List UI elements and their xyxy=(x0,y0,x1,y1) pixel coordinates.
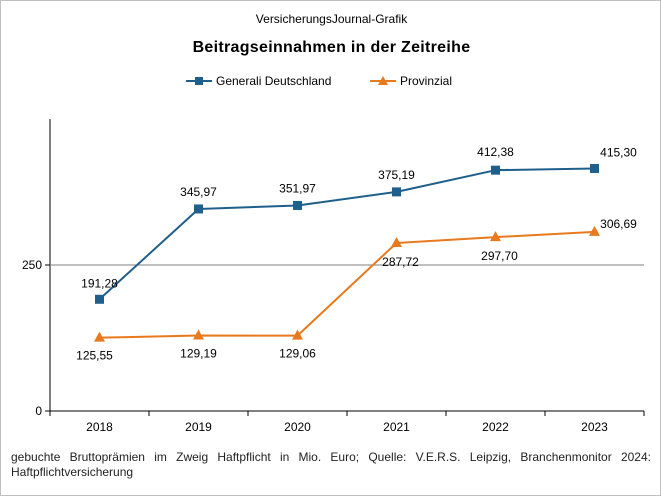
y-tick-label: 0 xyxy=(35,404,42,418)
data-label: 287,72 xyxy=(382,255,419,269)
legend-label: Generali Deutschland xyxy=(216,74,331,88)
data-point-generali xyxy=(392,187,401,197)
data-point-generali xyxy=(194,204,203,214)
data-label: 306,69 xyxy=(600,217,637,231)
chart-title: Beitragseinnahmen in der Zeitreihe xyxy=(192,39,471,56)
data-point-provinzial xyxy=(94,331,105,342)
x-tick-label: 2018 xyxy=(86,420,113,434)
series-line-generali xyxy=(98,167,595,301)
x-tick-label: 2019 xyxy=(185,420,212,434)
chart-source-line: VersicherungsJournal-Grafik xyxy=(255,12,408,26)
data-label: 191,28 xyxy=(81,276,118,290)
data-label: 375,19 xyxy=(378,168,415,182)
series-line-provinzial xyxy=(99,230,595,339)
legend-label: Provinzial xyxy=(400,74,452,88)
y-tick-label: 250 xyxy=(22,258,42,272)
data-point-provinzial xyxy=(589,225,600,236)
chart-footnote: gebuchte Bruttoprämien im Zweig Haftpfli… xyxy=(11,450,651,479)
data-point-provinzial xyxy=(391,236,402,247)
data-label: 297,70 xyxy=(481,249,518,263)
data-point-generali xyxy=(491,165,500,175)
legend-marker-triangle xyxy=(378,76,388,85)
data-point-provinzial xyxy=(193,329,204,340)
data-point-provinzial xyxy=(292,329,303,340)
data-label: 412,38 xyxy=(477,145,514,159)
x-tick-label: 2022 xyxy=(482,420,509,434)
data-label: 129,06 xyxy=(279,347,316,361)
x-tick-label: 2020 xyxy=(284,420,311,434)
data-point-generali xyxy=(293,200,302,210)
x-tick-label: 2021 xyxy=(383,420,410,434)
data-label: 129,19 xyxy=(180,347,217,361)
x-tick-label: 2023 xyxy=(581,420,608,434)
data-label: 415,30 xyxy=(600,145,637,159)
data-label: 345,97 xyxy=(180,185,217,199)
data-point-generali xyxy=(95,294,104,304)
data-label: 351,97 xyxy=(279,181,316,195)
data-point-generali xyxy=(590,163,599,173)
legend-marker-square xyxy=(195,77,203,85)
data-label: 125,55 xyxy=(76,349,113,363)
data-point-provinzial xyxy=(490,231,501,242)
